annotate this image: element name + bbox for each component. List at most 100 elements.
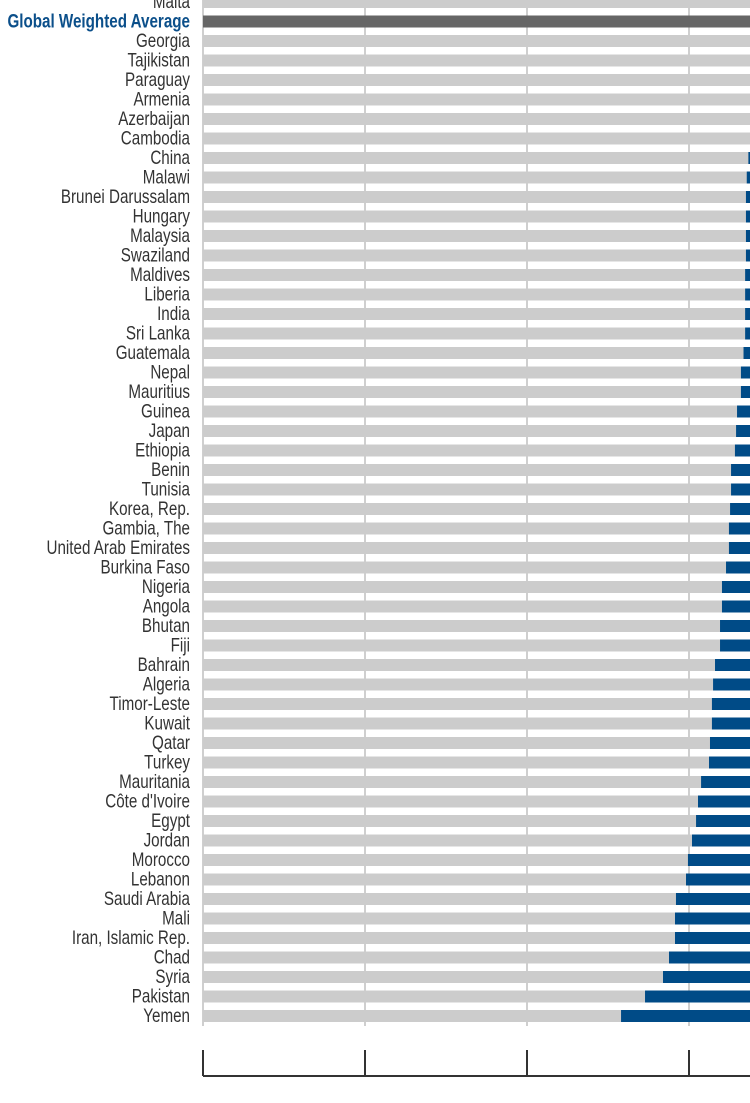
value-bar bbox=[697, 795, 750, 808]
background-bar bbox=[203, 366, 750, 379]
background-bar bbox=[203, 971, 750, 983]
category-label: Lebanon bbox=[131, 868, 190, 890]
background-bar bbox=[203, 269, 750, 281]
value-bar bbox=[726, 561, 750, 574]
category-label: Yemen bbox=[143, 1004, 190, 1026]
category-label: Malta bbox=[153, 0, 191, 12]
category-label: Morocco bbox=[132, 848, 190, 870]
value-bar bbox=[674, 932, 750, 944]
background-bar bbox=[203, 854, 750, 866]
category-label: Qatar bbox=[152, 731, 190, 753]
background-bar bbox=[203, 561, 750, 574]
value-bar bbox=[709, 756, 750, 769]
category-label: Jordan bbox=[144, 829, 190, 851]
background-bar bbox=[203, 230, 750, 242]
background-bar bbox=[203, 425, 750, 437]
value-bar bbox=[728, 542, 750, 554]
category-label: Armenia bbox=[133, 88, 190, 110]
background-bar bbox=[203, 503, 750, 515]
background-bar bbox=[203, 678, 750, 691]
category-label: Japan bbox=[149, 419, 190, 441]
value-bar bbox=[720, 639, 750, 652]
background-bar bbox=[203, 288, 750, 301]
value-bar bbox=[745, 249, 750, 262]
category-label: Pakistan bbox=[132, 985, 190, 1007]
value-bar bbox=[675, 893, 750, 905]
value-bar bbox=[745, 327, 750, 340]
category-label: Brunei Darussalam bbox=[61, 185, 190, 207]
category-label: Nigeria bbox=[142, 575, 190, 597]
background-bar bbox=[203, 171, 750, 184]
category-label: Sri Lanka bbox=[126, 322, 191, 344]
value-bar bbox=[645, 990, 750, 1003]
background-bar bbox=[203, 639, 750, 652]
background-bar bbox=[203, 893, 750, 905]
value-bar bbox=[663, 971, 750, 983]
category-label: Cambodia bbox=[121, 127, 191, 149]
background-bar bbox=[203, 776, 750, 788]
value-bar bbox=[621, 1010, 750, 1022]
value-bar bbox=[734, 444, 750, 457]
value-bar bbox=[746, 171, 750, 184]
background-bar bbox=[203, 542, 750, 554]
category-label: China bbox=[150, 146, 190, 168]
category-label: Timor-Leste bbox=[110, 692, 190, 714]
background-bar bbox=[203, 444, 750, 457]
background-bar bbox=[203, 35, 750, 47]
background-bar bbox=[203, 308, 750, 320]
category-label: Swaziland bbox=[121, 244, 190, 266]
category-label: Iran, Islamic Rep. bbox=[72, 926, 190, 948]
background-bar bbox=[203, 815, 750, 827]
background-bar bbox=[203, 912, 750, 925]
background-bar bbox=[203, 15, 750, 28]
category-label: Saudi Arabia bbox=[104, 887, 190, 909]
background-bar bbox=[203, 132, 750, 145]
category-label: Burkina Faso bbox=[101, 556, 190, 578]
category-label: Gambia, The bbox=[102, 517, 190, 539]
value-bar bbox=[745, 191, 750, 203]
category-label: Algeria bbox=[143, 673, 191, 695]
value-bar bbox=[736, 425, 750, 437]
category-label: India bbox=[157, 302, 190, 324]
category-label: Tajikistan bbox=[128, 49, 190, 71]
category-label: Nepal bbox=[150, 361, 190, 383]
category-label: Egypt bbox=[151, 809, 190, 831]
category-label: Kuwait bbox=[144, 712, 190, 734]
category-label: Paraguay bbox=[125, 68, 190, 90]
background-bar bbox=[203, 932, 750, 944]
category-label: Liberia bbox=[144, 283, 190, 305]
category-label: Maldives bbox=[130, 263, 190, 285]
value-bar bbox=[669, 951, 750, 964]
value-bar bbox=[709, 737, 750, 749]
category-label: Chad bbox=[154, 946, 190, 968]
background-bar bbox=[203, 386, 750, 398]
value-bar bbox=[713, 678, 750, 691]
category-label: Turkey bbox=[144, 751, 190, 773]
category-label: Malaysia bbox=[130, 224, 190, 246]
background-bar bbox=[203, 93, 750, 106]
value-bar bbox=[674, 912, 750, 925]
category-label: Angola bbox=[143, 595, 191, 617]
category-label: United Arab Emirates bbox=[47, 536, 190, 558]
background-bar bbox=[203, 990, 750, 1003]
background-bar bbox=[203, 249, 750, 262]
value-bar bbox=[720, 620, 750, 632]
value-bar bbox=[721, 600, 750, 613]
category-label: Côte d'Ivoire bbox=[105, 790, 190, 812]
value-bar bbox=[745, 269, 750, 281]
background-bar bbox=[203, 756, 750, 769]
value-bar bbox=[737, 405, 750, 418]
value-bar bbox=[740, 386, 750, 398]
value-bar bbox=[711, 698, 750, 710]
value-bar bbox=[711, 717, 750, 730]
category-label: Korea, Rep. bbox=[109, 497, 190, 519]
category-label: Guatemala bbox=[116, 341, 191, 363]
category-label: Ethiopia bbox=[135, 439, 190, 461]
background-bar bbox=[203, 464, 750, 476]
value-bar bbox=[743, 347, 750, 359]
category-label: Fiji bbox=[171, 634, 190, 656]
background-bar bbox=[203, 210, 750, 223]
background-bar bbox=[203, 152, 750, 164]
background-bar bbox=[203, 191, 750, 203]
value-bar bbox=[731, 483, 750, 496]
